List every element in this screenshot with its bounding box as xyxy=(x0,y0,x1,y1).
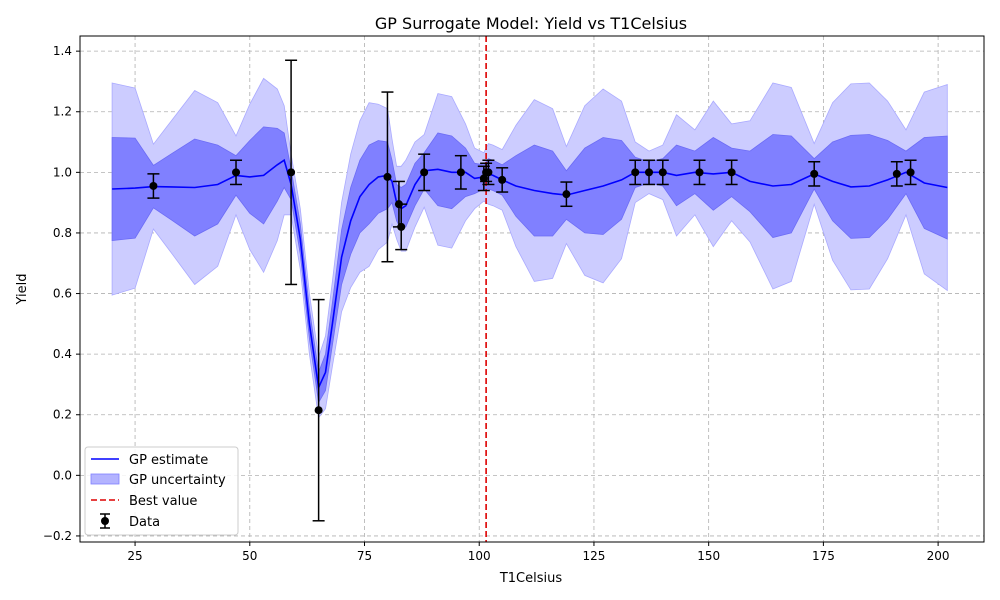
x-tick-label: 125 xyxy=(582,549,605,563)
y-tick-label: 0.4 xyxy=(53,347,72,361)
data-point xyxy=(629,159,642,186)
x-tick-label: 100 xyxy=(468,549,491,563)
data-points xyxy=(147,59,917,522)
data-point xyxy=(725,159,738,186)
data-marker xyxy=(892,169,901,178)
legend-best-value-label: Best value xyxy=(129,494,197,509)
data-marker xyxy=(695,168,704,177)
data-point xyxy=(418,153,431,192)
y-tick-label: −0.2 xyxy=(43,529,72,543)
axes-frame xyxy=(79,35,985,543)
data-point xyxy=(560,181,573,208)
data-point xyxy=(693,159,706,186)
y-tick-label: 1.2 xyxy=(53,105,72,119)
gp-uncertainty-bands xyxy=(111,77,948,419)
y-tick-label: 1.4 xyxy=(53,44,72,58)
x-tick-label: 200 xyxy=(927,549,950,563)
data-point xyxy=(656,159,669,186)
data-point xyxy=(890,160,903,187)
data-marker xyxy=(314,406,323,415)
data-point xyxy=(496,167,509,193)
data-point xyxy=(381,91,394,263)
x-tick-label: 150 xyxy=(697,549,720,563)
y-tick-label: 0.2 xyxy=(53,408,72,422)
data-point xyxy=(454,154,467,190)
data-marker xyxy=(631,168,640,177)
y-axis-ticks: −0.2 0.0 0.2 0.4 0.6 0.8 1.0 1.2 1.4 xyxy=(43,44,80,543)
data-point xyxy=(147,173,160,199)
data-marker xyxy=(420,168,429,177)
x-axis-ticks: 25 50 75 100 125 150 175 200 xyxy=(127,542,950,563)
data-marker xyxy=(645,168,654,177)
y-tick-label: 0.8 xyxy=(53,226,72,240)
data-point xyxy=(395,203,408,251)
y-axis-label: Yield xyxy=(15,274,30,306)
data-marker xyxy=(562,190,571,199)
data-marker xyxy=(498,175,507,184)
legend-gp-uncertainty-label: GP uncertainty xyxy=(129,473,226,488)
y-tick-label: 0.0 xyxy=(53,468,72,482)
x-tick-label: 175 xyxy=(812,549,835,563)
data-marker xyxy=(149,181,158,190)
data-point xyxy=(312,298,325,522)
legend-data-label: Data xyxy=(129,515,160,530)
data-marker xyxy=(906,168,915,177)
x-tick-label: 75 xyxy=(357,549,372,563)
y-tick-label: 0.6 xyxy=(53,287,72,301)
x-tick-label: 50 xyxy=(242,549,257,563)
legend: GP estimate GP uncertainty Best value Da… xyxy=(84,446,239,536)
data-marker xyxy=(383,172,392,181)
legend-data-marker xyxy=(101,517,109,525)
data-point xyxy=(482,159,495,186)
data-marker xyxy=(484,168,493,177)
legend-gp-estimate-label: GP estimate xyxy=(129,453,208,468)
data-marker xyxy=(397,222,406,231)
y-tick-label: 1.0 xyxy=(53,165,72,179)
gp-outer-band xyxy=(111,77,948,419)
x-tick-label: 25 xyxy=(127,549,142,563)
data-point xyxy=(904,159,917,186)
x-axis-label: T1Celsius xyxy=(499,571,563,586)
data-point xyxy=(643,159,656,186)
data-marker xyxy=(232,168,241,177)
legend-box xyxy=(84,446,239,536)
data-point xyxy=(808,160,821,187)
data-point xyxy=(230,159,243,186)
gp-inner-band xyxy=(111,126,948,404)
data-marker xyxy=(658,168,667,177)
data-marker xyxy=(810,169,819,178)
legend-data-swatch xyxy=(100,513,110,529)
data-marker xyxy=(287,168,296,177)
legend-gp-uncertainty-swatch xyxy=(90,473,120,485)
data-marker xyxy=(456,168,465,177)
data-point xyxy=(285,59,298,286)
data-marker xyxy=(727,168,736,177)
chart-title: GP Surrogate Model: Yield vs T1Celsius xyxy=(375,14,687,33)
